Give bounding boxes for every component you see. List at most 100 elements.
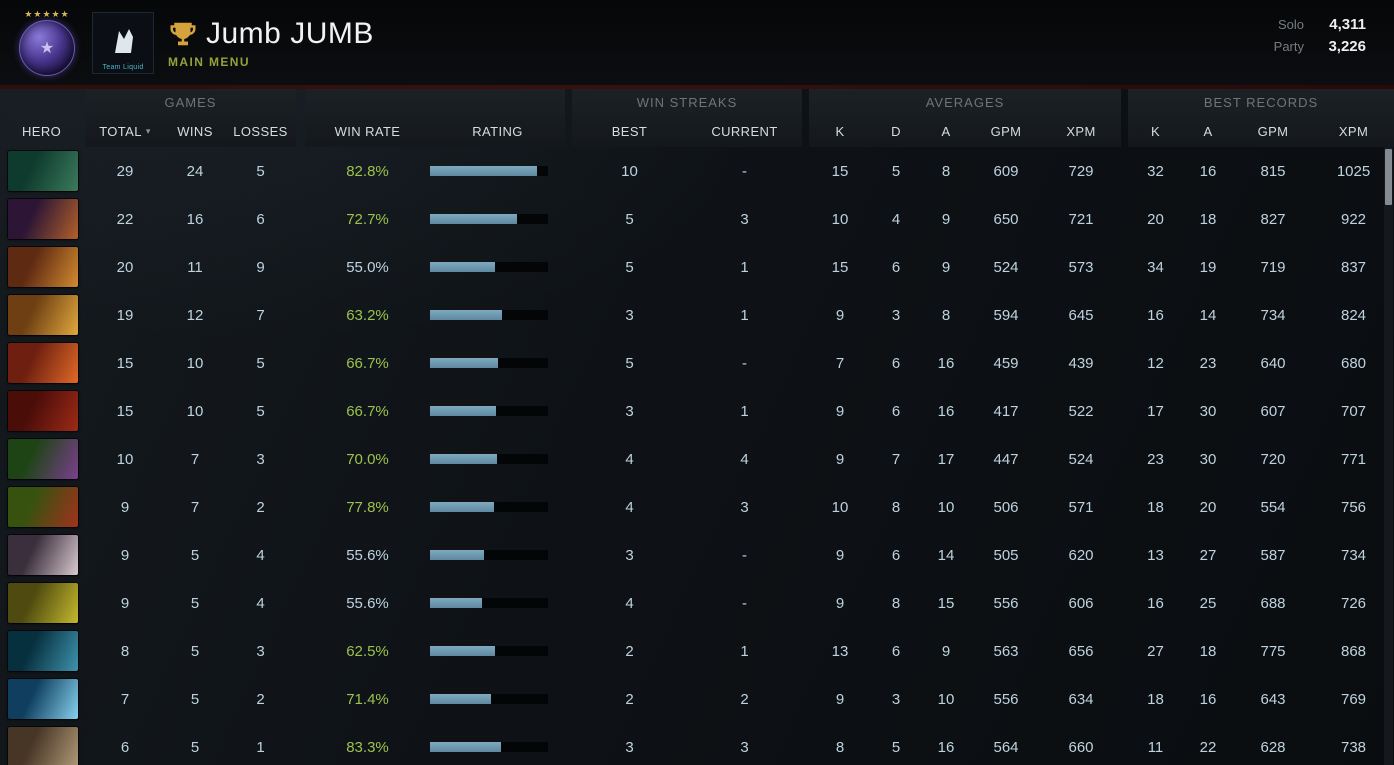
- cell-record-assists: 22: [1199, 738, 1217, 756]
- table-row[interactable]: 29 24 5 82.8% 10 - 15 5 8 609 729 32 16 …: [0, 147, 1394, 195]
- column-header-avg-kills[interactable]: K: [835, 123, 845, 139]
- cell-record-kills: 23: [1147, 450, 1164, 468]
- cell-streak-current: 3: [740, 498, 749, 516]
- table-row[interactable]: 9 7 2 77.8% 4 3 10 8 10 506 571 18 20 55…: [0, 483, 1394, 531]
- cell-streak-current: 1: [740, 258, 749, 276]
- table-row[interactable]: 15 10 5 66.7% 5 - 7 6 16 459 439 12 23 6…: [0, 339, 1394, 387]
- hero-portrait[interactable]: [8, 439, 78, 479]
- cell-avg-gpm: 505: [993, 546, 1019, 564]
- party-mmr-value: 3,226: [1328, 38, 1366, 55]
- cell-streak-best: 4: [625, 594, 634, 612]
- cell-streak-current: -: [742, 594, 747, 612]
- hero-portrait[interactable]: [8, 727, 78, 765]
- table-row[interactable]: 6 5 1 83.3% 3 3 8 5 16 564 660 11 22 628…: [0, 723, 1394, 765]
- cell-win-rate: 70.0%: [346, 450, 389, 468]
- cell-win-rate: 71.4%: [346, 690, 389, 708]
- table-row[interactable]: 22 16 6 72.7% 5 3 10 4 9 650 721 20 18 8…: [0, 195, 1394, 243]
- hero-portrait[interactable]: [8, 679, 78, 719]
- rating-bar: [430, 454, 548, 464]
- table-row[interactable]: 20 11 9 55.0% 5 1 15 6 9 524 573 34 19 7…: [0, 243, 1394, 291]
- cell-win-rate: 77.8%: [346, 498, 389, 516]
- cell-record-xpm: 922: [1340, 210, 1367, 228]
- rating-bar-fill: [430, 742, 501, 752]
- table-row[interactable]: 8 5 3 62.5% 2 1 13 6 9 563 656 27 18 775…: [0, 627, 1394, 675]
- cell-record-gpm: 587: [1260, 546, 1286, 564]
- hero-portrait[interactable]: [8, 487, 78, 527]
- column-header-current[interactable]: CURRENT: [711, 123, 778, 139]
- table-row[interactable]: 15 10 5 66.7% 3 1 9 6 16 417 522 17 30 6…: [0, 387, 1394, 435]
- team-avatar[interactable]: Team Liquid: [92, 11, 154, 74]
- table-row[interactable]: 9 5 4 55.6% 3 - 9 6 14 505 620 13 27 587…: [0, 531, 1394, 579]
- cell-streak-best: 3: [625, 402, 634, 420]
- cell-record-gpm: 628: [1260, 738, 1286, 756]
- cell-avg-kills: 10: [831, 498, 849, 516]
- hero-portrait[interactable]: [8, 583, 78, 623]
- column-header-wins[interactable]: WINS: [177, 123, 213, 139]
- table-row[interactable]: 19 12 7 63.2% 3 1 9 3 8 594 645 16 14 73…: [0, 291, 1394, 339]
- cell-avg-kills: 15: [831, 258, 849, 276]
- cell-losses: 5: [256, 402, 265, 420]
- rating-bar-fill: [430, 358, 499, 368]
- cell-avg-kills: 9: [835, 402, 845, 420]
- cell-avg-assists: 9: [941, 642, 951, 660]
- table-row[interactable]: 10 7 3 70.0% 4 4 9 7 17 447 524 23 30 72…: [0, 435, 1394, 483]
- cell-record-gpm: 607: [1260, 402, 1286, 420]
- rating-bar-fill: [430, 166, 538, 176]
- rating-bar-fill: [430, 406, 497, 416]
- hero-portrait[interactable]: [8, 199, 78, 239]
- cell-wins: 5: [190, 642, 200, 660]
- cell-avg-xpm: 729: [1068, 162, 1094, 180]
- column-header-avg-deaths[interactable]: D: [891, 123, 901, 139]
- scrollbar-thumb[interactable]: [1385, 149, 1392, 205]
- rating-bar: [430, 358, 548, 368]
- cell-record-assists: 16: [1199, 162, 1217, 180]
- divider: [0, 85, 1394, 89]
- cell-win-rate: 83.3%: [346, 738, 389, 756]
- hero-portrait[interactable]: [8, 295, 78, 335]
- scrollbar[interactable]: [1384, 147, 1393, 765]
- main-menu-link[interactable]: MAIN MENU: [168, 54, 250, 69]
- rating-bar-fill: [430, 694, 492, 704]
- cell-wins: 10: [186, 354, 204, 372]
- column-header-avg-assists[interactable]: A: [941, 123, 951, 139]
- cell-avg-assists: 17: [937, 450, 955, 468]
- cell-avg-assists: 16: [937, 354, 955, 372]
- cell-avg-assists: 9: [941, 210, 951, 228]
- cell-avg-xpm: 620: [1068, 546, 1094, 564]
- cell-avg-deaths: 6: [891, 546, 901, 564]
- hero-portrait[interactable]: [8, 535, 78, 575]
- hero-portrait[interactable]: [8, 391, 78, 431]
- cell-avg-kills: 13: [831, 642, 849, 660]
- cell-record-kills: 13: [1147, 546, 1164, 564]
- cell-streak-best: 5: [625, 354, 634, 372]
- group-header-averages: AVERAGES: [925, 94, 1005, 110]
- column-header-best[interactable]: BEST: [611, 123, 648, 139]
- table-row[interactable]: 9 5 4 55.6% 4 - 9 8 15 556 606 16 25 688…: [0, 579, 1394, 627]
- cell-wins: 10: [186, 402, 204, 420]
- column-header-record-assists[interactable]: A: [1203, 123, 1213, 139]
- column-header-avg-gpm[interactable]: GPM: [990, 123, 1022, 139]
- column-header-rating[interactable]: RATING: [472, 123, 523, 139]
- column-header-win-rate[interactable]: WIN RATE: [334, 123, 401, 139]
- group-header-win-streaks: WIN STREAKS: [636, 94, 738, 110]
- cell-streak-best: 3: [625, 306, 634, 324]
- cell-record-kills: 18: [1147, 690, 1164, 708]
- cell-losses: 9: [256, 258, 265, 276]
- column-header-record-gpm[interactable]: GPM: [1257, 123, 1289, 139]
- column-header-avg-xpm[interactable]: XPM: [1066, 123, 1096, 139]
- cell-losses: 2: [256, 498, 265, 516]
- hero-portrait[interactable]: [8, 151, 78, 191]
- hero-portrait[interactable]: [8, 631, 78, 671]
- column-header-record-kills[interactable]: K: [1150, 123, 1161, 139]
- hero-portrait[interactable]: [8, 343, 78, 383]
- hero-portrait[interactable]: [8, 247, 78, 287]
- column-header-total[interactable]: TOTAL ▾: [85, 115, 165, 147]
- column-header-record-xpm[interactable]: XPM: [1338, 123, 1369, 139]
- cell-avg-xpm: 656: [1068, 642, 1094, 660]
- averages-panel: [809, 89, 1121, 147]
- table-row[interactable]: 7 5 2 71.4% 2 2 9 3 10 556 634 18 16 643…: [0, 675, 1394, 723]
- column-header-losses[interactable]: LOSSES: [233, 123, 288, 139]
- cell-avg-kills: 9: [835, 450, 845, 468]
- cell-streak-best: 5: [625, 258, 634, 276]
- cell-avg-kills: 8: [835, 738, 845, 756]
